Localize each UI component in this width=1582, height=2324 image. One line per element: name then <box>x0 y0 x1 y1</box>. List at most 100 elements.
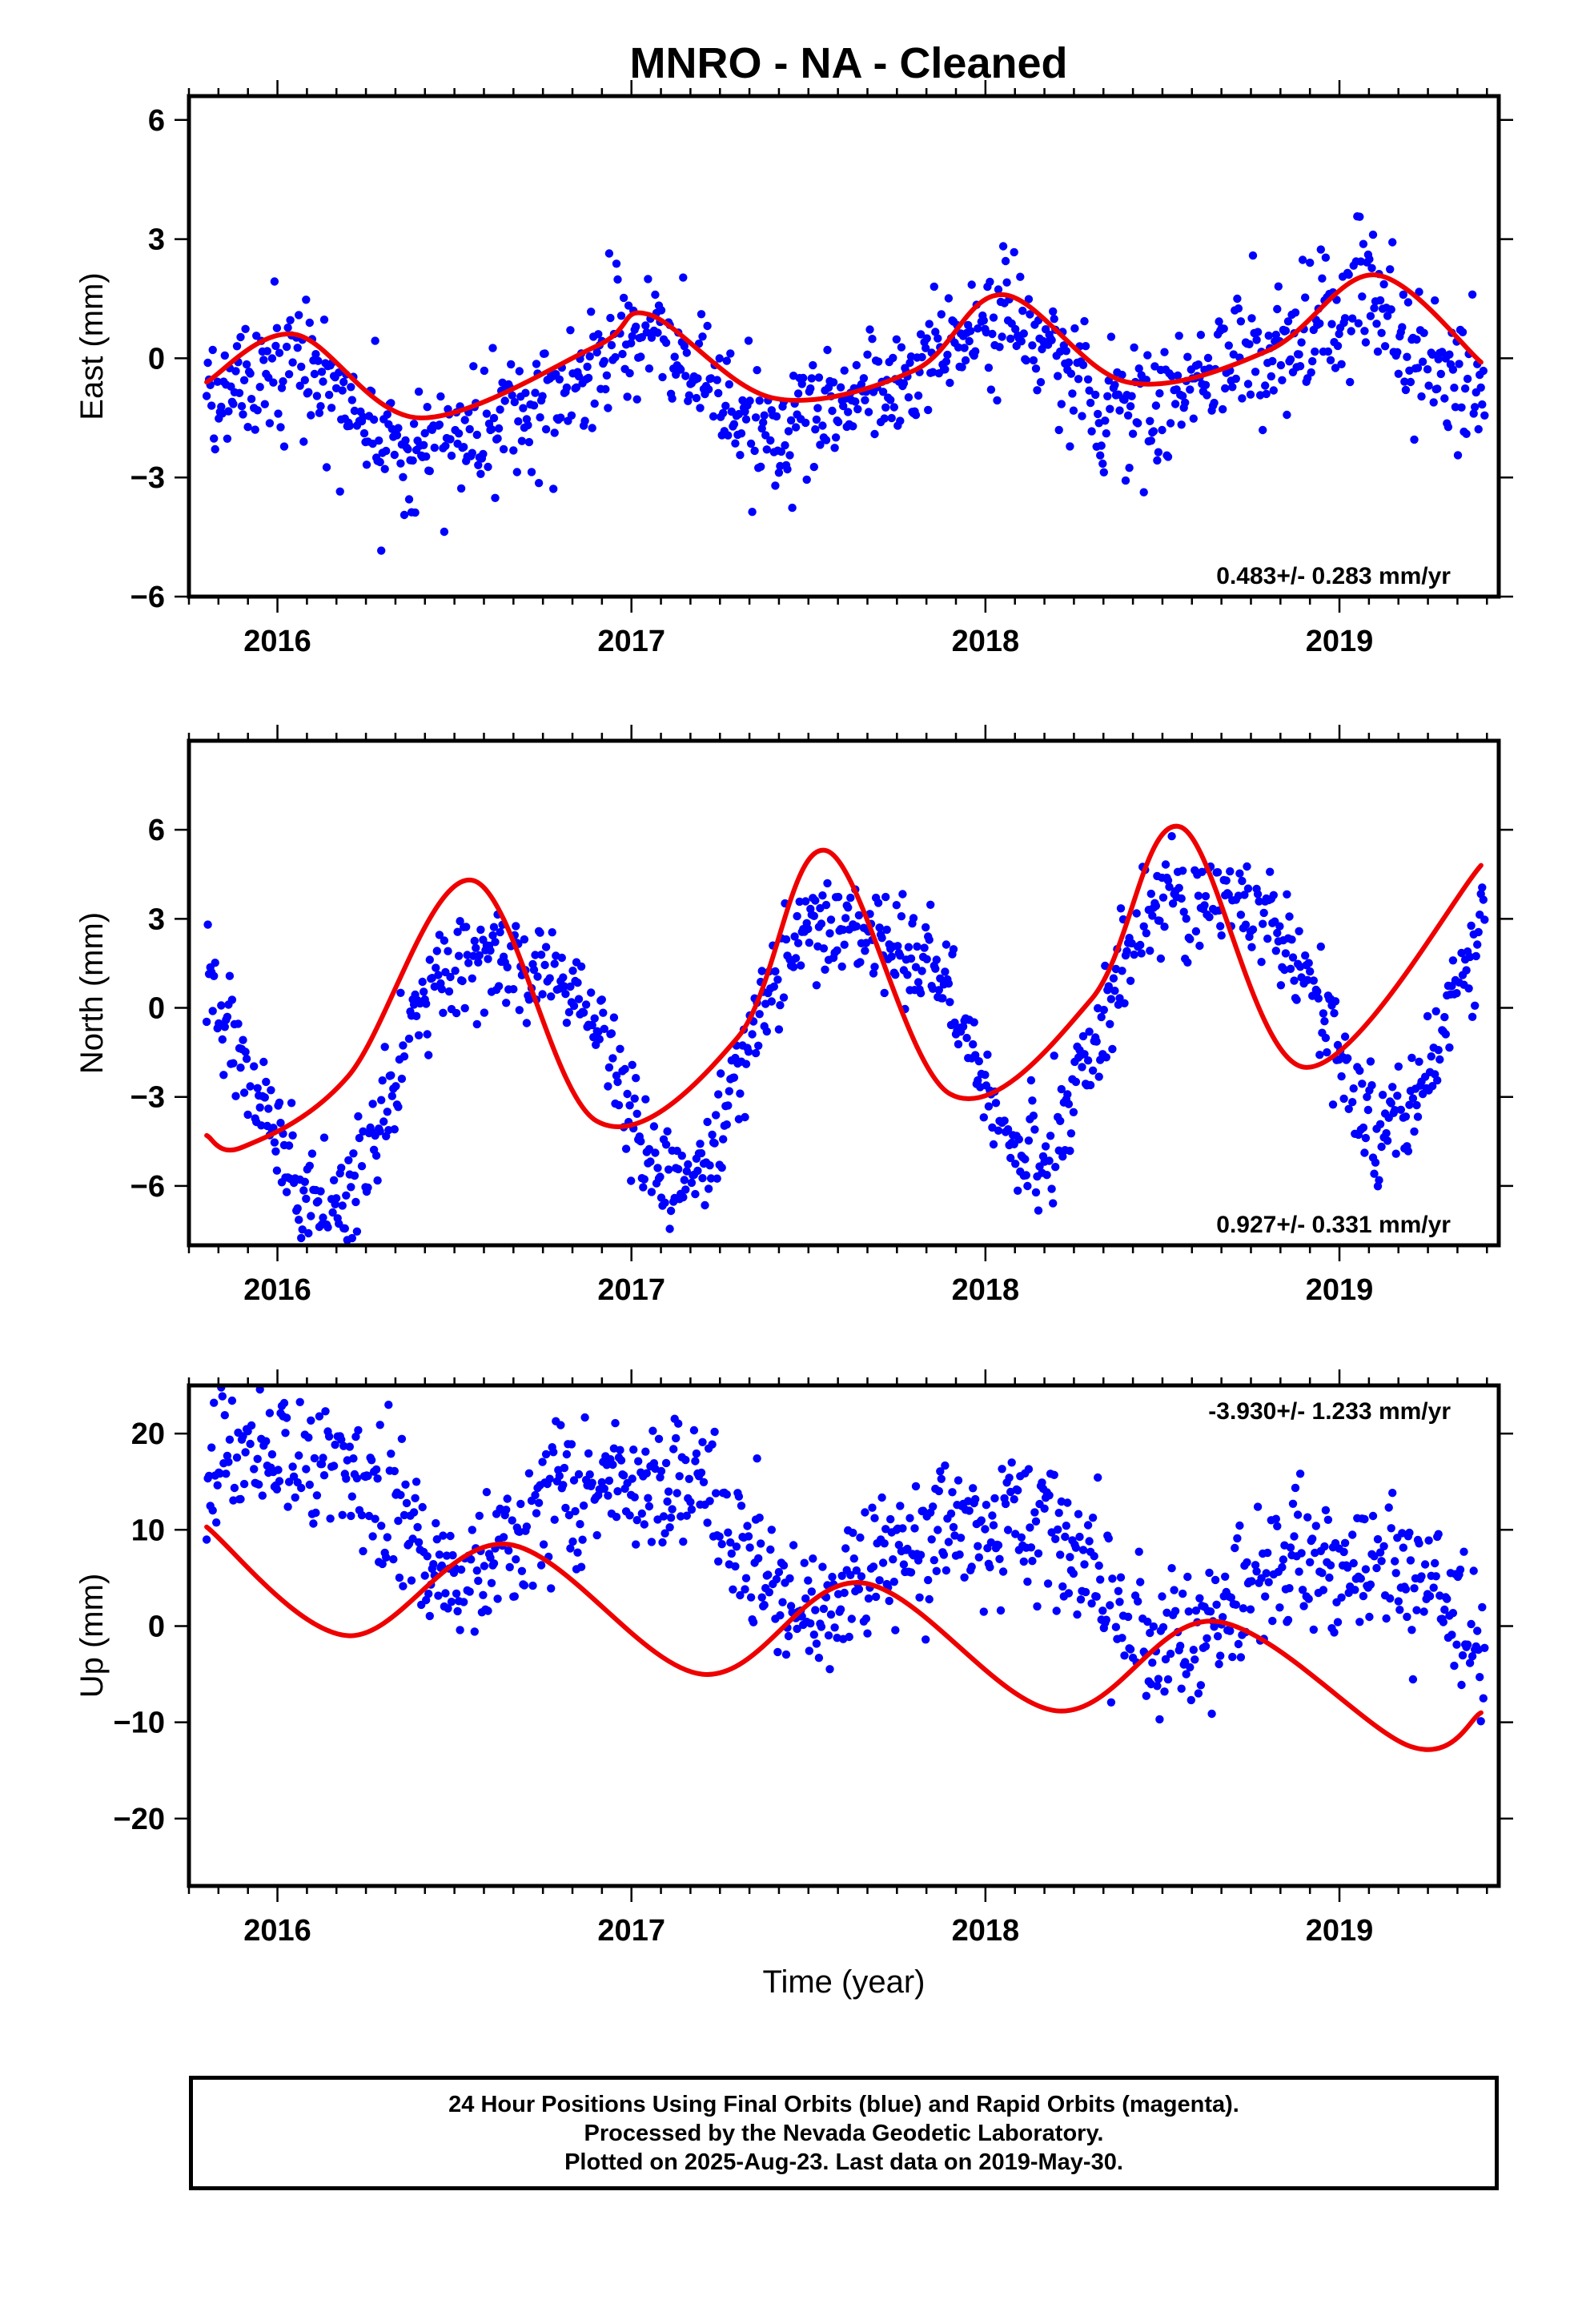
north-point <box>1343 1054 1352 1063</box>
north-point <box>804 924 813 934</box>
north-point <box>846 893 855 903</box>
east-point <box>1388 238 1397 247</box>
up-point <box>579 1501 588 1510</box>
north-point <box>873 899 883 907</box>
east-point <box>456 484 466 493</box>
up-point <box>765 1588 773 1597</box>
up-point <box>628 1474 636 1483</box>
east-point <box>986 385 996 394</box>
up-point <box>1010 1495 1018 1504</box>
north-point <box>854 911 864 920</box>
east-point <box>514 417 523 426</box>
up-point <box>281 1429 290 1437</box>
north-point <box>1408 1094 1418 1103</box>
up-point <box>536 1561 546 1570</box>
north-point <box>656 1172 665 1181</box>
east-point <box>1074 375 1083 384</box>
north-point <box>1313 987 1322 996</box>
north-point <box>1177 894 1186 903</box>
up-point <box>484 1606 492 1615</box>
north-point <box>368 1100 377 1108</box>
up-point <box>766 1545 775 1554</box>
east-point <box>692 393 701 403</box>
north-point <box>434 971 443 979</box>
north-point <box>1195 941 1204 951</box>
up-point <box>886 1514 895 1524</box>
east-point <box>1455 360 1464 368</box>
north-point <box>540 960 549 970</box>
north-point <box>1467 921 1476 931</box>
east-point <box>1101 416 1110 425</box>
east-point <box>988 329 997 339</box>
east-point <box>913 391 923 400</box>
up-point <box>1278 1562 1287 1572</box>
north-point <box>983 1050 992 1059</box>
north-point <box>706 1174 716 1183</box>
east-point <box>1121 476 1130 485</box>
east-point <box>572 383 581 392</box>
east-point <box>1400 377 1409 386</box>
up-point <box>979 1607 989 1616</box>
east-point <box>829 378 838 387</box>
north-point <box>1405 1100 1414 1109</box>
up-point <box>402 1498 412 1508</box>
east-point <box>724 431 733 440</box>
east-point <box>282 342 291 352</box>
east-point <box>1066 442 1074 451</box>
east-point <box>1474 424 1483 434</box>
north-point <box>893 942 902 951</box>
north-point <box>917 967 926 975</box>
up-point <box>468 1526 476 1534</box>
up-point <box>616 1456 626 1465</box>
north-point <box>665 1224 674 1233</box>
east-point <box>1103 392 1112 400</box>
up-point <box>971 1494 980 1504</box>
north-point <box>220 1023 229 1031</box>
up-point <box>949 1522 958 1532</box>
east-point <box>995 343 1004 352</box>
north-point <box>1146 889 1156 899</box>
north-point <box>697 1148 706 1158</box>
east-point <box>1248 251 1258 260</box>
north-point <box>538 990 547 999</box>
up-point <box>499 1533 508 1542</box>
north-point <box>1179 907 1188 916</box>
east-point <box>960 344 969 352</box>
north-point <box>911 963 921 971</box>
up-point <box>642 1469 651 1478</box>
up-point <box>227 1396 237 1405</box>
north-point <box>469 951 478 960</box>
east-point <box>859 374 869 383</box>
up-point <box>528 1581 537 1590</box>
east-point <box>524 437 534 447</box>
north-point <box>809 911 818 921</box>
north-point <box>1029 1112 1038 1120</box>
east-point <box>584 373 593 383</box>
north-point <box>412 1011 421 1021</box>
up-point <box>225 1435 235 1444</box>
east-point <box>202 392 211 400</box>
up-point <box>1228 1652 1237 1662</box>
north-point <box>909 914 918 923</box>
east-point <box>1428 350 1437 359</box>
up-point <box>927 1535 936 1544</box>
up-point <box>656 1466 666 1476</box>
up-point <box>644 1494 652 1502</box>
east-point <box>1186 385 1195 394</box>
up-point <box>630 1493 639 1502</box>
east-point <box>1365 255 1374 263</box>
up-point <box>604 1476 614 1486</box>
east-point <box>246 369 255 378</box>
east-point <box>274 409 283 418</box>
north-point <box>529 965 539 975</box>
east-point <box>944 294 954 303</box>
up-point <box>585 1470 594 1479</box>
east-point <box>359 428 369 438</box>
up-point <box>448 1550 457 1560</box>
east-point <box>259 356 268 364</box>
north-point <box>946 998 954 1007</box>
east-point <box>942 357 951 366</box>
east-point <box>1276 360 1286 370</box>
up-point <box>1263 1548 1272 1558</box>
up-point <box>1177 1684 1186 1693</box>
